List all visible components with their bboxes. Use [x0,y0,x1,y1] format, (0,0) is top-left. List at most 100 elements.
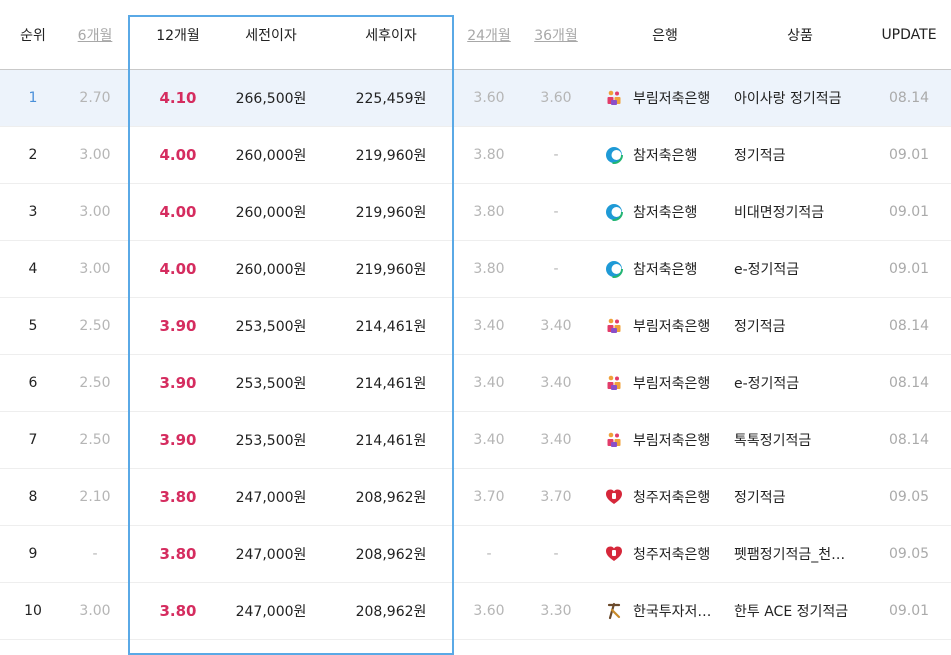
product-cell[interactable]: 아이사랑 정기적금 [734,70,866,126]
rate-6-months-cell: 2.50 [79,375,111,391]
rate-24-months-cell: 3.80 [473,147,505,163]
rate-36-months-cell: 3.30 [540,603,572,619]
product-cell[interactable]: 한투 ACE 정기적금 [734,583,866,639]
bank-cell[interactable]: 참저축은행 [605,127,725,183]
bank-name: 참저축은행 [633,148,698,164]
rate-36-months-cell: - [553,204,559,220]
pretax-interest-cell: 260,000원 [235,205,307,221]
product-name: 톡톡정기적금 [734,433,812,449]
bank-name: 부림저축은행 [633,376,711,392]
rank-cell: 3 [28,204,38,220]
product-name: 정기적금 [734,148,786,164]
pretax-interest-cell: 266,500원 [235,91,307,107]
rate-6-months-cell: 2.70 [79,90,111,106]
update-date-cell: 08.14 [888,90,930,106]
rate-36-months-cell: 3.70 [540,489,572,505]
table-row[interactable]: 10 3.00 3.80 247,000원 208,962원 3.60 3.30… [0,583,951,640]
bank-cell[interactable]: 부림저축은행 [605,412,725,468]
bank-cell[interactable]: 부림저축은행 [605,355,725,411]
bank-cell[interactable]: 참저축은행 [605,184,725,240]
rate-12-months-cell: 3.90 [159,431,197,449]
cheongju-logo-icon [605,488,623,506]
rate-6-months-cell: - [92,546,98,562]
table-row[interactable]: 7 2.50 3.90 253,500원 214,461원 3.40 3.40 … [0,412,951,469]
header-rank: 순위 [20,27,46,44]
rank-cell: 4 [28,261,38,277]
table-row[interactable]: 2 3.00 4.00 260,000원 219,960원 3.80 - 참저축… [0,127,951,184]
header-6-months[interactable]: 6개월 [77,27,113,44]
rate-36-months-cell: - [553,261,559,277]
update-date-cell: 08.14 [888,375,930,391]
header-12-months: 12개월 [156,27,200,44]
product-name: 한투 ACE 정기적금 [734,604,849,620]
rate-24-months-cell: 3.70 [473,489,505,505]
header-bank: 은행 [652,27,678,44]
header-24-months[interactable]: 24개월 [467,27,511,44]
rate-12-months-cell: 4.00 [159,146,197,164]
rate-12-months-cell: 4.00 [159,203,197,221]
posttax-interest-cell: 219,960원 [355,148,427,164]
pretax-interest-cell: 247,000원 [235,490,307,506]
update-date-cell: 09.05 [888,489,930,505]
table-row[interactable]: 3 3.00 4.00 260,000원 219,960원 3.80 - 참저축… [0,184,951,241]
bank-cell[interactable]: 청주저축은행 [605,469,725,525]
header-36-months[interactable]: 36개월 [534,27,578,44]
bank-name: 한국투자저… [633,604,712,620]
rate-6-months-cell: 2.50 [79,318,111,334]
rate-12-months-cell: 3.80 [159,488,197,506]
table-row[interactable]: 4 3.00 4.00 260,000원 219,960원 3.80 - 참저축… [0,241,951,298]
posttax-interest-cell: 208,962원 [355,490,427,506]
product-name: 비대면정기적금 [734,205,825,221]
posttax-interest-cell: 214,461원 [355,376,427,392]
cham-logo-icon [605,203,623,221]
bank-name: 참저축은행 [633,262,698,278]
product-cell[interactable]: 비대면정기적금 [734,184,866,240]
table-row[interactable]: 9 - 3.80 247,000원 208,962원 - - 청주저축은행 펫팸… [0,526,951,583]
korea-investment-logo-icon [605,602,623,620]
bank-cell[interactable]: 부림저축은행 [605,298,725,354]
table-row[interactable]: 6 2.50 3.90 253,500원 214,461원 3.40 3.40 … [0,355,951,412]
cham-logo-icon [605,260,623,278]
bank-name: 청주저축은행 [633,490,711,506]
bank-name: 참저축은행 [633,205,698,221]
product-name: 정기적금 [734,490,786,506]
bank-cell[interactable]: 참저축은행 [605,241,725,297]
cheongju-logo-icon [605,545,623,563]
bank-cell[interactable]: 부림저축은행 [605,70,725,126]
rank-cell: 5 [28,318,38,334]
burim-logo-icon [605,431,623,449]
product-name: 아이사랑 정기적금 [734,91,842,107]
product-name: e-정기적금 [734,376,800,392]
cham-logo-icon [605,146,623,164]
rate-12-months-cell: 3.80 [159,602,197,620]
rank-cell: 9 [28,546,38,562]
product-cell[interactable]: 정기적금 [734,298,866,354]
product-cell[interactable]: e-정기적금 [734,355,866,411]
product-cell[interactable]: 정기적금 [734,469,866,525]
table-header: 순위 6개월 12개월 세전이자 세후이자 24개월 36개월 은행 상품 UP… [0,0,951,70]
header-product: 상품 [787,27,813,44]
bank-cell[interactable]: 청주저축은행 [605,526,725,582]
update-date-cell: 09.01 [888,261,930,277]
rank-cell: 10 [24,603,42,619]
rank-cell: 1 [28,90,38,106]
rate-6-months-cell: 3.00 [79,204,111,220]
bank-name: 부림저축은행 [633,319,711,335]
product-cell[interactable]: e-정기적금 [734,241,866,297]
product-cell[interactable]: 톡톡정기적금 [734,412,866,468]
bank-cell[interactable]: 한국투자저… [605,583,725,639]
table-row[interactable]: 5 2.50 3.90 253,500원 214,461원 3.40 3.40 … [0,298,951,355]
table-row[interactable]: 8 2.10 3.80 247,000원 208,962원 3.70 3.70 … [0,469,951,526]
burim-logo-icon [605,317,623,335]
rate-36-months-cell: 3.40 [540,432,572,448]
product-cell[interactable]: 정기적금 [734,127,866,183]
product-cell[interactable]: 펫팸정기적금_천… [734,526,866,582]
rate-6-months-cell: 3.00 [79,261,111,277]
pretax-interest-cell: 260,000원 [235,262,307,278]
rate-24-months-cell: 3.60 [473,603,505,619]
table-row[interactable]: 1 2.70 4.10 266,500원 225,459원 3.60 3.60 … [0,70,951,127]
savings-rate-table: 순위 6개월 12개월 세전이자 세후이자 24개월 36개월 은행 상품 UP… [0,0,951,640]
burim-logo-icon [605,374,623,392]
rate-24-months-cell: 3.80 [473,204,505,220]
update-date-cell: 09.01 [888,603,930,619]
